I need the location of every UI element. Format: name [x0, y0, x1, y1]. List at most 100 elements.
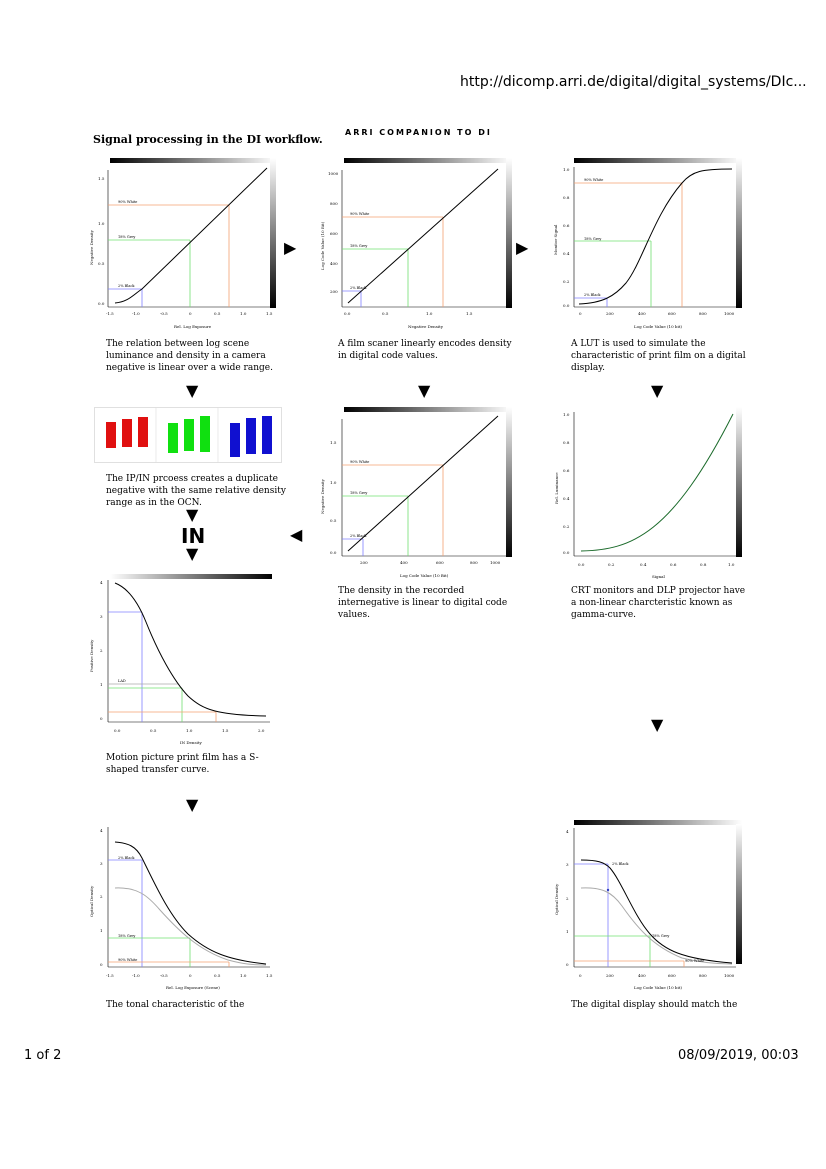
arrow-down-icon: ▼	[186, 795, 199, 814]
svg-text:600: 600	[436, 560, 444, 565]
svg-text:1.5: 1.5	[466, 311, 473, 316]
svg-text:0: 0	[100, 716, 103, 721]
svg-text:0.4: 0.4	[563, 496, 570, 501]
svg-text:90% White: 90% White	[118, 958, 137, 962]
svg-text:0.8: 0.8	[563, 195, 570, 200]
svg-text:90% White: 90% White	[584, 178, 603, 182]
svg-text:0.0: 0.0	[98, 301, 105, 306]
chart-print-film-s-curve: LAD 4 3 2 1 0 0.0 0.5 1.0 1.5 2.0 IN Den…	[89, 574, 272, 745]
svg-text:0.0: 0.0	[563, 303, 570, 308]
print-datetime: 08/09/2019, 00:03	[678, 1048, 799, 1063]
svg-text:Log Code Value (10 bit): Log Code Value (10 bit)	[634, 324, 682, 329]
svg-text:600: 600	[668, 311, 676, 316]
svg-text:4: 4	[100, 580, 103, 585]
in-label: IN	[181, 524, 206, 548]
svg-text:Log Code Value (10 Bit): Log Code Value (10 Bit)	[400, 573, 449, 578]
arrow-down-icon: ▼	[186, 544, 199, 563]
svg-text:2.0: 2.0	[258, 728, 265, 733]
svg-text:0.6: 0.6	[670, 562, 677, 567]
svg-text:800: 800	[699, 973, 707, 978]
label-white: 90% White	[118, 200, 137, 204]
svg-text:-1.5: -1.5	[106, 311, 114, 316]
arrow-down-icon: ▼	[186, 505, 199, 524]
caption-gamma: CRT monitors and DLP projector have a no…	[571, 586, 746, 620]
svg-text:IN Density: IN Density	[180, 740, 202, 745]
svg-text:0: 0	[579, 311, 582, 316]
svg-text:0.8: 0.8	[563, 440, 570, 445]
caption-ip-in: The IP/IN prcoess creates a duplicate ne…	[106, 474, 286, 508]
svg-text:90% White: 90% White	[685, 959, 704, 963]
chart-internegative-density: 90% White 18% Grey 2% Black 1.5 1.0 0.5 …	[320, 407, 512, 578]
svg-text:90% White: 90% White	[350, 212, 369, 216]
svg-text:800: 800	[470, 560, 478, 565]
svg-text:1.0: 1.0	[426, 311, 433, 316]
svg-text:1.0: 1.0	[240, 973, 247, 978]
svg-text:90% White: 90% White	[350, 460, 369, 464]
svg-text:2% Black: 2% Black	[584, 293, 601, 297]
svg-text:200: 200	[606, 973, 614, 978]
arrow-right-icon: ▶	[516, 238, 529, 257]
svg-text:18% Grey: 18% Grey	[350, 491, 367, 495]
svg-text:0.0: 0.0	[578, 562, 585, 567]
svg-text:1.0: 1.0	[98, 221, 105, 226]
svg-text:1.0: 1.0	[240, 311, 247, 316]
y-axis-label: Negative Density	[89, 229, 94, 265]
arrow-down-icon: ▼	[651, 381, 664, 400]
arrow-down-icon: ▼	[651, 715, 664, 734]
svg-text:4: 4	[100, 828, 103, 833]
svg-text:1000: 1000	[724, 311, 735, 316]
svg-text:-0.5: -0.5	[160, 311, 168, 316]
svg-text:3: 3	[100, 614, 103, 619]
svg-text:0.4: 0.4	[563, 251, 570, 256]
svg-text:800: 800	[330, 201, 338, 206]
svg-text:1.5: 1.5	[266, 311, 273, 316]
svg-text:0.4: 0.4	[640, 562, 647, 567]
svg-text:Optical Density: Optical Density	[554, 883, 559, 915]
svg-text:800: 800	[699, 311, 707, 316]
chart-ip-in-rgb-densities	[94, 407, 282, 463]
svg-text:Signal: Signal	[652, 574, 666, 579]
svg-text:18% Grey: 18% Grey	[584, 237, 601, 241]
svg-text:400: 400	[400, 560, 408, 565]
svg-text:1: 1	[566, 929, 569, 934]
svg-text:0.2: 0.2	[608, 562, 615, 567]
svg-text:Optical Density: Optical Density	[89, 885, 94, 917]
svg-text:-1.0: -1.0	[132, 973, 140, 978]
svg-text:0.6: 0.6	[563, 468, 570, 473]
svg-text:1.0: 1.0	[728, 562, 735, 567]
svg-text:1: 1	[100, 928, 103, 933]
chart-log-exposure-density: 90% White 18% Grey 2% Black 1.5 1.0 0.5 …	[89, 158, 276, 329]
svg-text:18% Grey: 18% Grey	[652, 934, 669, 938]
svg-text:0.5: 0.5	[98, 261, 105, 266]
svg-text:Negative Density: Negative Density	[408, 324, 444, 329]
svg-text:0.5: 0.5	[382, 311, 389, 316]
chart-digital-display-match: 2% Black 18% Grey 90% White 4 3 2 1 0 0 …	[554, 820, 742, 990]
svg-text:400: 400	[638, 973, 646, 978]
arrow-down-icon: ▼	[418, 381, 431, 400]
svg-text:Log Code Value (10 bit): Log Code Value (10 bit)	[634, 985, 682, 990]
svg-text:0.0: 0.0	[344, 311, 351, 316]
svg-text:LAD: LAD	[118, 679, 126, 683]
caption-print-film: Motion picture print film has a S-shaped…	[106, 753, 259, 775]
svg-text:1000: 1000	[490, 560, 501, 565]
svg-text:200: 200	[360, 560, 368, 565]
x-axis-label: Rel. Log Exposure	[174, 324, 212, 329]
svg-text:0.5: 0.5	[214, 973, 221, 978]
svg-text:1.0: 1.0	[330, 480, 337, 485]
svg-text:0.8: 0.8	[700, 562, 707, 567]
svg-text:0.2: 0.2	[563, 524, 570, 529]
svg-text:-1.5: -1.5	[106, 973, 114, 978]
svg-text:3: 3	[566, 862, 569, 867]
svg-text:0: 0	[189, 973, 192, 978]
svg-text:600: 600	[668, 973, 676, 978]
svg-text:Negative Density: Negative Density	[320, 478, 325, 514]
caption-display: The digital display should match the	[571, 1000, 738, 1010]
svg-text:0.5: 0.5	[150, 728, 157, 733]
svg-text:2: 2	[100, 648, 103, 653]
svg-text:4: 4	[566, 829, 569, 834]
svg-text:600: 600	[330, 231, 338, 236]
svg-text:Monitor Signal: Monitor Signal	[553, 224, 558, 255]
svg-text:1.5: 1.5	[330, 440, 337, 445]
page-title: Signal processing in the DI workflow.	[93, 133, 323, 146]
arrow-right-icon: ▶	[284, 238, 297, 257]
